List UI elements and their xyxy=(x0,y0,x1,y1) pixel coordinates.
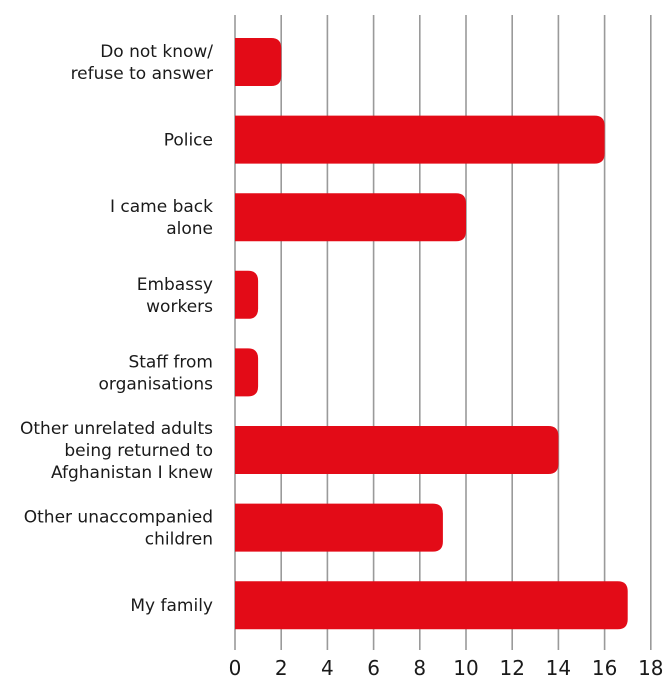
bars xyxy=(235,38,628,630)
bar-1 xyxy=(235,115,605,164)
category-label-0-line-1: refuse to answer xyxy=(71,64,213,84)
x-tick-label-0: 0 xyxy=(229,656,242,680)
x-tick-label-16: 16 xyxy=(592,656,617,680)
bar-3 xyxy=(235,270,259,319)
x-tick-label-12: 12 xyxy=(499,656,524,680)
x-tick-label-4: 4 xyxy=(321,656,334,680)
category-label-5-line-0: Other unrelated adults xyxy=(20,419,213,439)
bar-5 xyxy=(235,426,559,474)
x-tick-label-6: 6 xyxy=(367,656,380,680)
category-label-1-line-0: Police xyxy=(164,131,213,151)
x-tick-label-14: 14 xyxy=(546,656,571,680)
x-axis-tick-labels: 0 2 4 6 8 10 12 14 16 18 xyxy=(229,656,664,680)
category-label-3-line-0: Embassy xyxy=(137,275,213,295)
bar-4 xyxy=(235,348,259,397)
x-tick-label-18: 18 xyxy=(638,656,663,680)
category-label-5-line-1: being returned to xyxy=(64,441,213,461)
category-label-6-line-1: children xyxy=(145,530,213,550)
category-label-2-line-0: I came back xyxy=(110,197,213,217)
x-tick-label-2: 2 xyxy=(275,656,288,680)
category-label-0-line-0: Do not know/ xyxy=(100,42,213,62)
category-label-4-line-0: Staff from xyxy=(128,352,213,372)
bar-0 xyxy=(235,38,282,86)
bar-6 xyxy=(235,503,443,552)
category-label-2-line-1: alone xyxy=(166,219,213,239)
category-label-7-line-0: My family xyxy=(130,596,213,616)
category-labels: Do not know/refuse to answer Police I came… xyxy=(20,42,213,616)
category-label-3-line-1: workers xyxy=(146,297,213,317)
bar-2 xyxy=(235,193,466,242)
bar-7 xyxy=(235,581,628,630)
x-tick-label-10: 10 xyxy=(453,656,478,680)
category-label-6-line-0: Other unaccompanied xyxy=(24,508,213,528)
category-label-4-line-1: organisations xyxy=(99,374,214,394)
x-tick-label-8: 8 xyxy=(413,656,426,680)
grid-lines xyxy=(234,15,652,650)
category-label-5-line-2: Afghanistan I knew xyxy=(51,463,213,483)
